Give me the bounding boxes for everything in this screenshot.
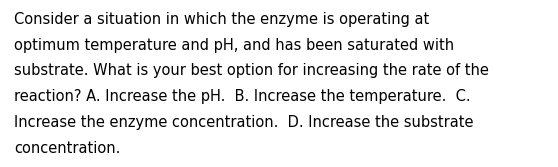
Text: Increase the enzyme concentration.  D. Increase the substrate: Increase the enzyme concentration. D. In…: [14, 115, 473, 130]
Text: substrate. What is your best option for increasing the rate of the: substrate. What is your best option for …: [14, 63, 489, 78]
Text: optimum temperature and pH, and has been saturated with: optimum temperature and pH, and has been…: [14, 38, 454, 53]
Text: Consider a situation in which the enzyme is operating at: Consider a situation in which the enzyme…: [14, 12, 429, 27]
Text: reaction? A. Increase the pH.  B. Increase the temperature.  C.: reaction? A. Increase the pH. B. Increas…: [14, 89, 470, 104]
Text: concentration.: concentration.: [14, 141, 121, 156]
